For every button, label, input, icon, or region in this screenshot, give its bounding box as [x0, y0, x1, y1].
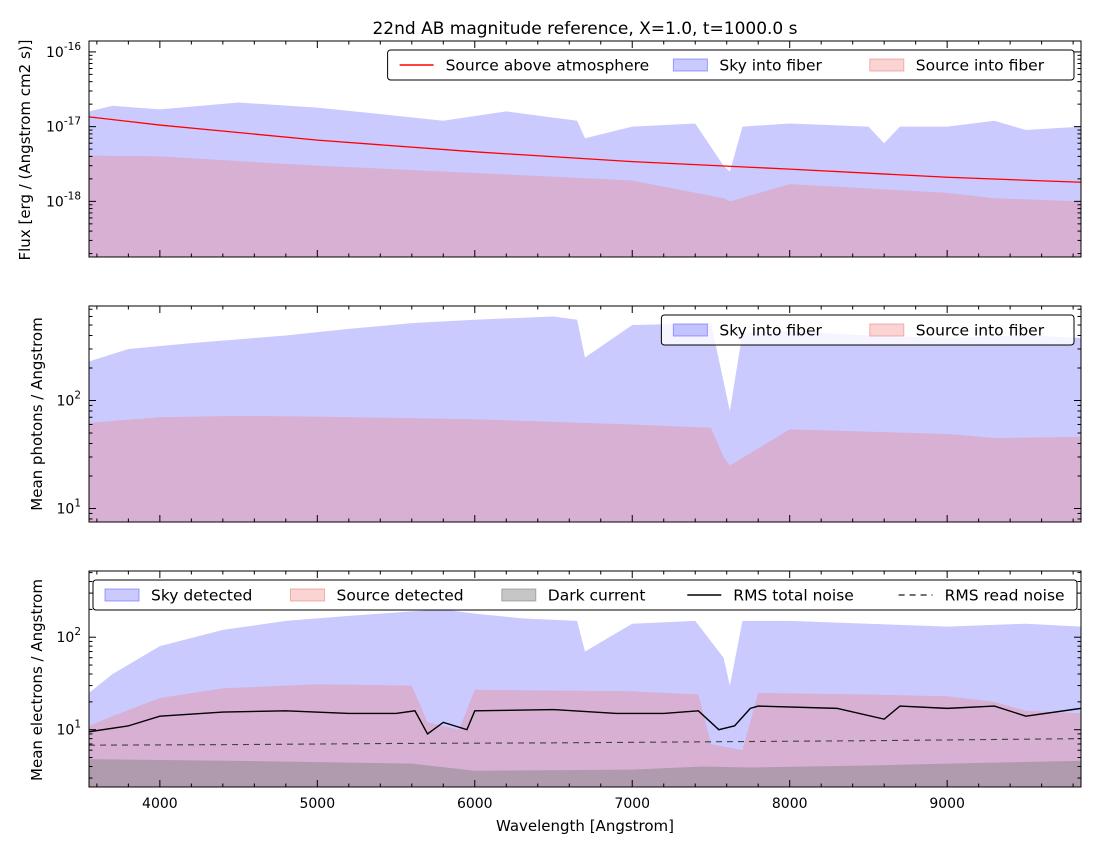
bottom-ylabel: Mean electrons / Angstrom: [28, 579, 46, 781]
y-tick-label: 102: [56, 390, 81, 410]
x-tick-label: 9000: [929, 796, 965, 812]
legend: Source above atmosphere Sky into fiber Sou…: [387, 49, 1075, 81]
x-tick-label: 5000: [299, 796, 335, 812]
legend-handle-dark-current: [501, 588, 537, 602]
series-sky-detected: [89, 609, 1081, 787]
legend: Sky detected Source detected Dark current R…: [92, 579, 1078, 611]
y-tick-label: 10-16: [46, 41, 81, 61]
bottom-panel: 4000 5000 6000 7000 8000 9000 101 102 Sky detect…: [56, 570, 1082, 812]
legend-label-dark-current: Dark current: [548, 587, 646, 605]
legend-handle-sky-detected: [104, 588, 140, 602]
x-tick-label: 8000: [772, 796, 808, 812]
plot-area: [89, 609, 1081, 787]
legend-label-source-above-atmosphere: Source above atmosphere: [446, 57, 650, 75]
series-sky-into-fiber: [89, 316, 1081, 522]
legend-label-rms-total-noise: RMS total noise: [733, 587, 854, 605]
x-tick-label: 7000: [614, 796, 650, 812]
x-tick-label: 4000: [142, 796, 178, 812]
middle-ylabel: Mean photons / Angstrom: [28, 317, 46, 510]
top-panel: 10-18 10-17 10-16 Source above atmosphere Sk…: [46, 40, 1082, 258]
y-tick-label: 10-17: [46, 116, 81, 136]
legend: Sky into fiber Source into fiber: [660, 314, 1075, 346]
legend-box: [92, 579, 1078, 611]
middle-panel: 101 102 Sky into fiber Source into fiber: [56, 305, 1082, 523]
legend-label-source-into-fiber: Source into fiber: [916, 322, 1045, 340]
plot-area: [89, 316, 1081, 522]
x-tick-label: 6000: [457, 796, 493, 812]
chart-title: 22nd AB magnitude reference, X=1.0, t=10…: [372, 19, 797, 39]
legend-box: [660, 314, 1075, 346]
series-dark-current: [89, 759, 1081, 787]
axes-frame: [88, 305, 1082, 523]
top-ylabel: Flux [erg / (Angstrom cm2 s)]: [16, 40, 34, 261]
y-tick-label: 101: [56, 498, 81, 518]
y-tick-label: 10-18: [46, 190, 81, 210]
legend-handle-sky-into-fiber: [672, 323, 708, 337]
series-rms-read-noise: [89, 738, 1081, 746]
bottom-xlabel: Wavelength [Angstrom]: [496, 817, 674, 835]
y-tick-label: 101: [56, 719, 81, 739]
series-source-into-fiber: [89, 415, 1081, 522]
series-source-above-atmosphere: [89, 116, 1081, 183]
series-rms-total-noise: [89, 705, 1081, 735]
legend-label-sky-into-fiber: Sky into fiber: [719, 322, 822, 340]
legend-label-sky-detected: Sky detected: [151, 587, 252, 605]
series-source-into-fiber: [89, 155, 1081, 257]
legend-handle-source-detected: [290, 588, 325, 602]
plot-area: [89, 102, 1081, 257]
legend-label-rms-read-noise: RMS read noise: [945, 587, 1065, 605]
legend-label-source-into-fiber: Source into fiber: [916, 57, 1045, 75]
series-source-detected: [89, 684, 1081, 787]
y-tick-label: 102: [56, 626, 81, 646]
axes-frame: [88, 570, 1082, 788]
legend-label-source-detected: Source detected: [337, 587, 464, 605]
legend-handle-source-into-fiber: [869, 58, 905, 72]
legend-label-sky-into-fiber: Sky into fiber: [719, 57, 822, 75]
legend-handle-source-into-fiber: [869, 323, 905, 337]
legend-box: [387, 49, 1075, 81]
legend-handle-sky-into-fiber: [672, 58, 708, 72]
